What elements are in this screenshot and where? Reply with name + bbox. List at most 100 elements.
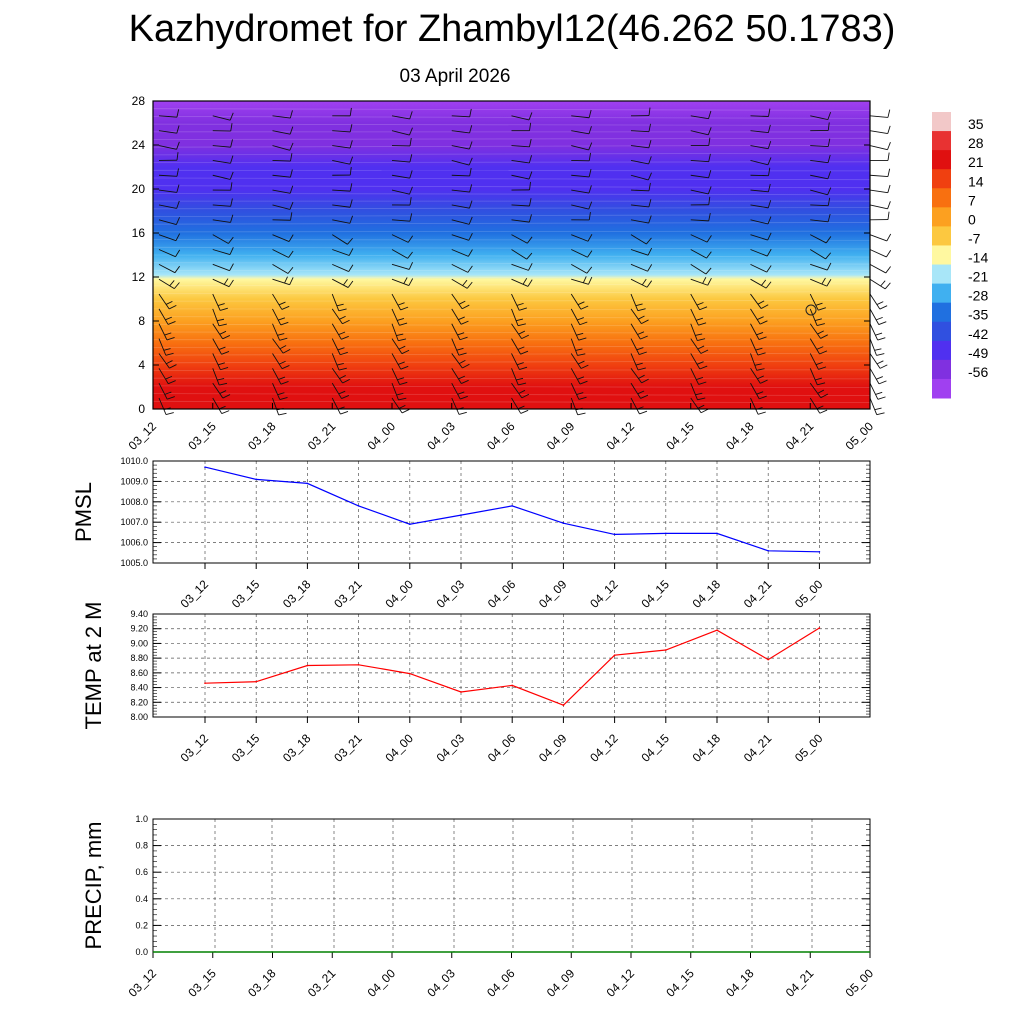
y-tick-label: 0.2 — [135, 920, 148, 930]
wind-barb — [511, 338, 529, 355]
isotherm-contour — [152, 222, 871, 225]
isotherm-contour — [152, 262, 871, 265]
wind-barb — [810, 262, 832, 271]
wind-barb — [630, 215, 652, 224]
wind-barb — [869, 201, 891, 210]
data-point — [306, 664, 309, 667]
wind-barb — [809, 293, 826, 311]
wind-barb — [690, 186, 712, 195]
wind-barb — [570, 308, 588, 326]
x-tick-label: 03_18 — [245, 966, 279, 1000]
wind-barb — [571, 109, 592, 119]
wind-barb — [212, 214, 234, 223]
y-tick-label: 8.60 — [130, 668, 148, 678]
wind-barb — [212, 382, 231, 399]
wind-barb — [809, 382, 829, 399]
colorbar-swatch — [932, 131, 951, 151]
isotherm-contour — [152, 377, 871, 380]
wind-barb — [570, 293, 589, 310]
wind-barb — [750, 108, 771, 117]
wind-barb — [212, 234, 234, 244]
wind-barb — [391, 234, 414, 243]
colorbar-swatch — [932, 169, 951, 189]
x-tick-label: 04_00 — [365, 419, 399, 453]
wind-barb — [630, 139, 652, 149]
wind-barb — [212, 308, 227, 327]
wind-barb — [810, 234, 832, 244]
y-tick-label: 0.0 — [135, 947, 148, 957]
isotherm-contour — [152, 108, 871, 111]
wind-barb — [451, 216, 473, 225]
wind-barb — [630, 293, 646, 312]
x-tick-label: 03_15 — [229, 577, 263, 611]
wind-barb — [869, 353, 888, 369]
data-point — [255, 680, 257, 683]
colorbar-label: -28 — [968, 288, 988, 304]
panel-frame — [152, 613, 871, 718]
wind-barb — [810, 171, 831, 180]
wind-barb — [690, 308, 707, 326]
wind-barb — [511, 122, 532, 132]
temp2m-panel: 8.00 8.20 8.40 8.60 8.80 9.00 9.20 9.40 03_12 03_… — [81, 602, 871, 765]
x-tick-label: 03_12 — [126, 966, 160, 1000]
wind-barb — [630, 123, 651, 133]
wind-barb — [809, 397, 828, 414]
wind-barb — [690, 353, 708, 370]
wind-barb — [511, 112, 533, 121]
wind-barb — [212, 139, 233, 148]
wind-barb — [158, 217, 180, 226]
x-tick-label: 04_09 — [536, 577, 570, 611]
colorbar-label: -42 — [968, 326, 988, 342]
x-tick-label: 04_18 — [723, 419, 757, 453]
data-point — [409, 672, 411, 675]
wind-barb — [630, 247, 653, 256]
wind-barb — [391, 382, 407, 401]
wind-barb — [750, 382, 767, 400]
wind-barb — [511, 382, 530, 399]
x-tick-label: 04_09 — [536, 731, 570, 765]
wind-barb — [630, 182, 651, 192]
x-tick-label: 04_09 — [544, 419, 578, 453]
wind-barb — [272, 110, 293, 119]
wind-barb — [391, 111, 413, 120]
isotherm-contour — [152, 300, 871, 302]
wind-barb — [570, 353, 589, 369]
isotherm-contour — [152, 123, 871, 126]
wind-barb — [391, 368, 408, 386]
x-tick-label: 05_00 — [843, 419, 877, 453]
data-point — [460, 514, 462, 516]
y-tick-label: 4 — [138, 358, 145, 372]
cross-section-panel: 0 4 8 12 16 20 24 28 03_12 03_15 03_18 03_21 04_00 04… — [126, 94, 892, 453]
x-tick-label: 04_12 — [604, 419, 638, 453]
data-point — [716, 629, 718, 631]
x-tick-label: 03_18 — [280, 731, 314, 765]
y-tick-label: 16 — [132, 226, 146, 240]
y-tick-label: 1009.0 — [120, 476, 148, 486]
wind-barb — [571, 152, 591, 162]
wind-barb — [809, 323, 828, 339]
wind-barb — [869, 368, 887, 385]
wind-barb — [869, 125, 891, 134]
wind-barb — [391, 213, 413, 222]
wind-barb — [332, 183, 353, 192]
wind-barb — [391, 197, 412, 206]
wind-barb — [869, 249, 892, 258]
y-tick-label: 9.40 — [130, 609, 148, 619]
wind-barb — [272, 382, 288, 401]
colorbar-label: -56 — [968, 364, 988, 380]
wind-barb — [690, 249, 712, 259]
wind-barb — [451, 353, 470, 369]
colorbar-label: 35 — [968, 116, 984, 132]
wind-barb — [869, 211, 890, 221]
x-tick-label: 04_21 — [741, 731, 775, 765]
wind-barb — [331, 382, 350, 399]
wind-barb — [391, 293, 409, 311]
data-point — [511, 505, 513, 507]
wind-barb — [451, 168, 472, 177]
x-tick-label: 05_00 — [843, 966, 877, 1000]
data-point — [357, 505, 360, 507]
wind-barb — [391, 338, 410, 355]
wind-barb — [272, 249, 294, 258]
wind-barb — [570, 338, 586, 356]
wind-barb — [331, 293, 347, 312]
